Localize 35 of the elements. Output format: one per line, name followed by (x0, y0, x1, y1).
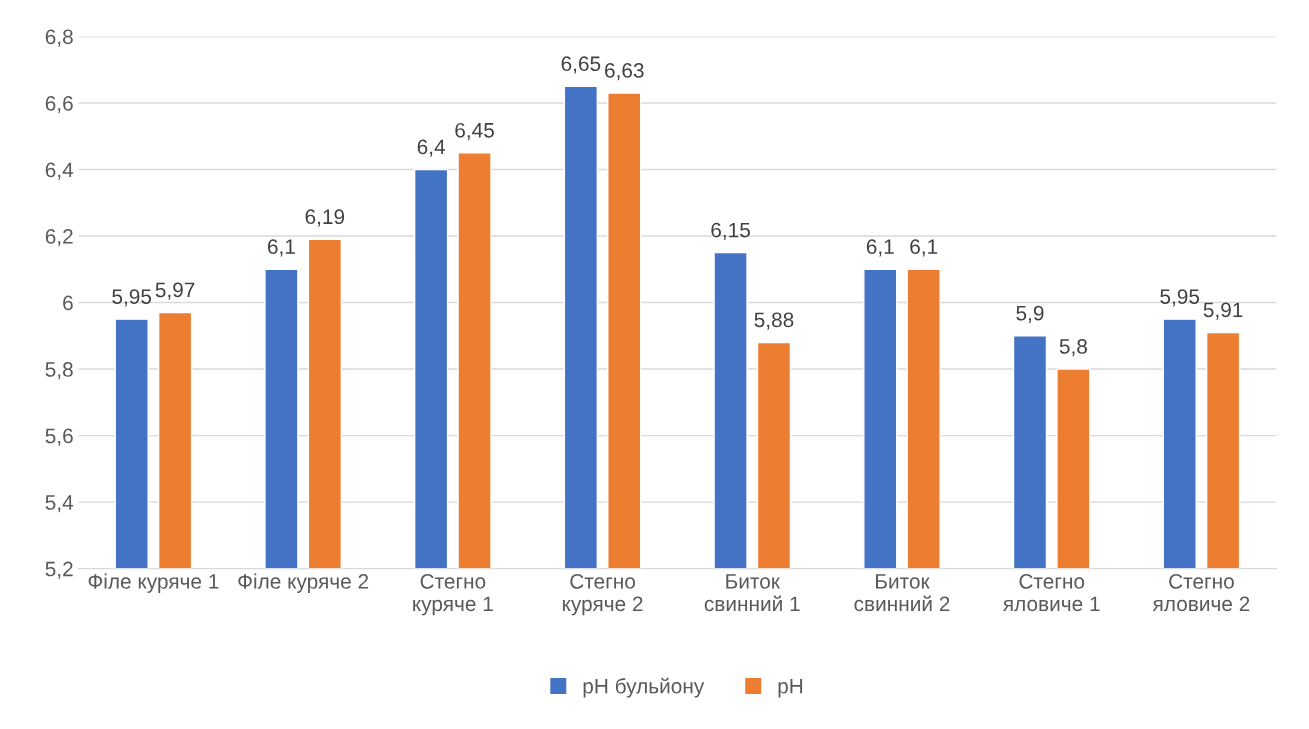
x-tick-label: Філе куряче 1 (88, 573, 219, 593)
legend-label: pH бульйону (583, 677, 705, 698)
data-label: 5,95 (112, 289, 152, 307)
y-tick-label: 6,4 (45, 162, 74, 180)
data-label: 6,15 (711, 222, 750, 240)
data-label: 5,8 (1059, 339, 1087, 357)
data-label: 5,9 (1016, 305, 1044, 324)
data-label: 6,4 (417, 139, 445, 157)
data-label: 6,1 (866, 239, 894, 257)
data-label: 5,95 (1160, 289, 1200, 307)
y-tick-label: 6,6 (45, 95, 73, 114)
legend-label: pH (778, 678, 803, 698)
x-tick-label: Стегно яловиче 1 (1002, 574, 1100, 612)
data-label: 5,88 (754, 312, 794, 330)
x-tick-label: Биток свинний 2 (854, 574, 950, 612)
x-tick-label: Філе куряче 2 (238, 573, 369, 593)
x-tick-label: Стегно куряче 1 (413, 574, 493, 616)
data-label: 6,45 (455, 122, 494, 141)
x-tick-label: Стегно куряче 2 (562, 574, 643, 616)
y-tick-label: 5,4 (45, 495, 74, 513)
data-label: 6,65 (561, 56, 601, 74)
data-label: 5,91 (1203, 302, 1243, 320)
y-tick-label: 5,8 (45, 362, 73, 380)
x-tick-label: Биток свинний 1 (704, 574, 800, 612)
y-tick-label: 6,8 (45, 29, 73, 47)
data-label: 6,19 (305, 209, 345, 227)
data-label: 5,97 (155, 282, 195, 300)
x-tick-label: Стегно яловиче 2 (1152, 574, 1250, 612)
y-tick-label: 5,6 (45, 428, 73, 446)
y-tick-label: 5,2 (45, 561, 73, 579)
data-label: 6,1 (910, 239, 938, 257)
data-label: 6,63 (605, 63, 644, 81)
y-tick-label: 6,2 (45, 229, 73, 247)
y-tick-label: 6 (63, 295, 73, 311)
data-label: 6,1 (267, 239, 295, 257)
